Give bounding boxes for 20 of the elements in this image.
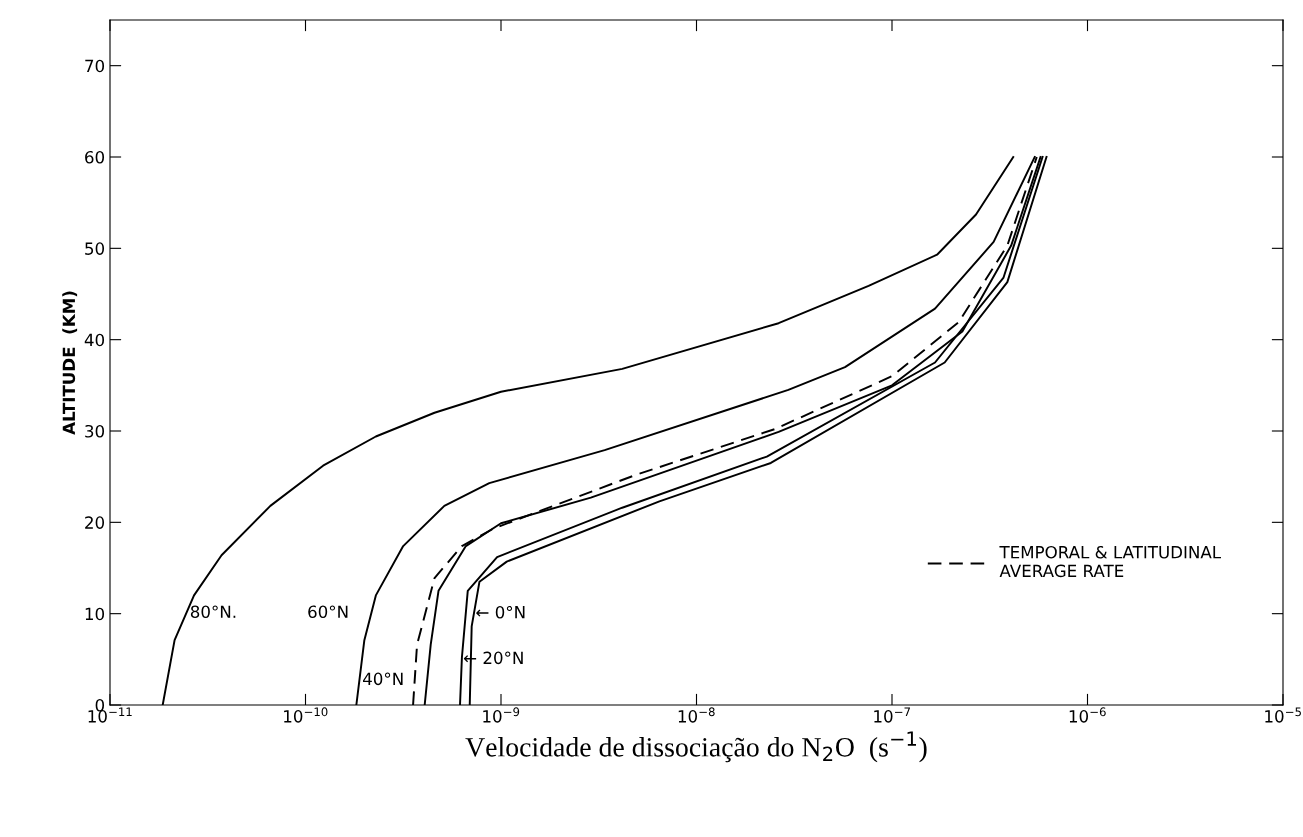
x-tick-label: 10$^{−6}$ [1069, 707, 1106, 723]
x-tick-label: 10$^{−5}$ [1265, 707, 1301, 723]
y-axis-title: ALTITUDE (KM) [62, 291, 78, 435]
y-tick-label: 20 [85, 516, 105, 529]
annotation: 40°N [363, 672, 403, 686]
annotation: ← 0°N [476, 605, 525, 619]
annotation: 60°N [308, 605, 348, 619]
y-tick-label: 30 [85, 424, 105, 438]
y-tick-label: 70 [85, 59, 105, 73]
x-tick-label: 10$^{−10}$ [284, 707, 328, 723]
x-axis-title: Velocidade de dissociação do N$_{2}$O (s$^{−1}$) [465, 731, 927, 763]
x-tick-label: 10$^{−7}$ [874, 707, 910, 723]
y-tick-label: 10 [85, 607, 105, 621]
y-tick-label: 40 [84, 333, 105, 347]
x-tick-label: 10$^{−9}$ [483, 707, 520, 723]
y-tick-label: 50 [85, 242, 105, 255]
x-tick-label: 10$^{−8}$ [678, 707, 715, 723]
annotation: 80°N. [190, 605, 236, 619]
y-tick-label: 60 [85, 150, 105, 164]
legend-label: TEMPORAL & LATITUDINAL AVERAGE RATE [999, 545, 1221, 578]
